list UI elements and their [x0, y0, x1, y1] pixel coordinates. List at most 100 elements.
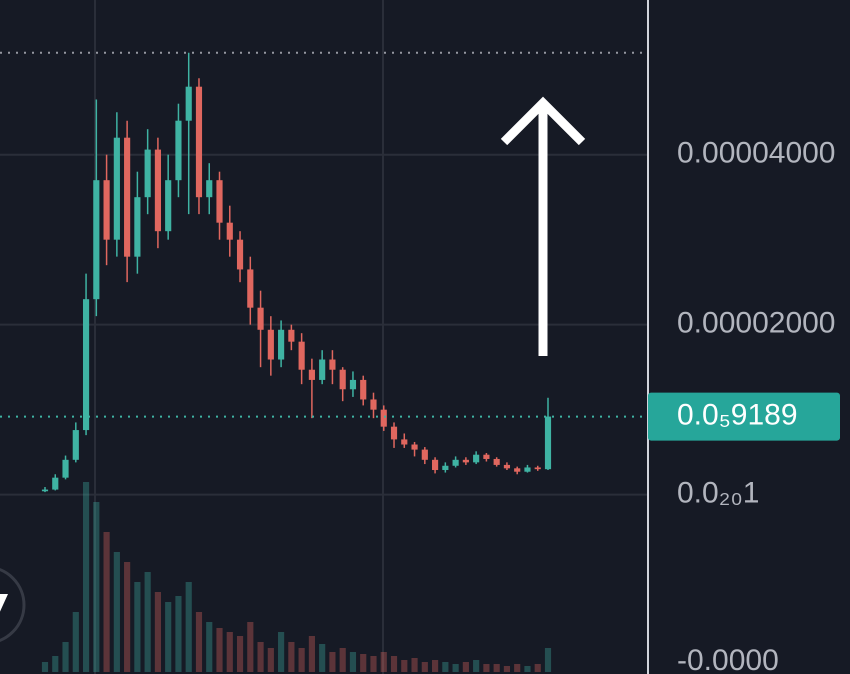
up-arrow [500, 96, 586, 356]
candle-body [175, 120, 182, 181]
candle-body [206, 180, 213, 198]
volume-bar [175, 596, 182, 672]
candle-body [503, 464, 511, 469]
volume-bar [134, 582, 141, 672]
candle-body [452, 459, 459, 466]
volume-bar [319, 644, 326, 672]
volume-bar [62, 642, 69, 672]
volume-bar [82, 482, 90, 672]
arrow-head [500, 96, 586, 146]
candle-body [411, 444, 418, 450]
volume-bar [52, 656, 59, 672]
candle-body [226, 222, 233, 240]
volume-bar [493, 664, 500, 672]
last-price-label: 0.0₅9189 [677, 398, 798, 431]
candle-body [544, 416, 552, 470]
candle-body [339, 369, 346, 390]
candle-body [524, 467, 531, 472]
volume-bar [308, 636, 315, 672]
volume-bar [236, 636, 244, 672]
candle-layer [41, 52, 552, 493]
candle-body [72, 430, 79, 460]
candle-body [41, 489, 49, 492]
candle-body [473, 454, 480, 463]
candle-body [103, 180, 110, 240]
candle-body [493, 458, 500, 465]
candle-body [124, 137, 131, 257]
candle-body [534, 467, 541, 470]
volume-bar [534, 664, 541, 672]
volume-bar [216, 628, 223, 672]
candle-body [216, 180, 223, 223]
volume-bar [298, 648, 305, 672]
candle-body [329, 359, 336, 370]
volume-bar [349, 652, 357, 672]
candle-body [442, 465, 449, 471]
candle-body [349, 379, 357, 390]
candle-body [514, 468, 521, 472]
volume-bar [278, 632, 285, 672]
candle-body [380, 409, 387, 427]
candle-body [185, 86, 192, 121]
candle-body [319, 359, 326, 380]
volume-bar [462, 662, 469, 672]
volume-bar [339, 648, 346, 672]
volume-bar [421, 662, 428, 672]
candle-body [154, 149, 161, 232]
volume-bar [442, 662, 449, 672]
volume-bar [103, 532, 110, 672]
y-tick-label: 0.0₂₀1 [677, 477, 760, 510]
volume-bar [524, 666, 531, 672]
last-price-box [648, 392, 840, 441]
candle-body [298, 341, 305, 370]
candle-body [401, 439, 408, 445]
candle-body [308, 369, 315, 380]
volume-bar [154, 592, 161, 672]
volume-bar [206, 622, 213, 672]
volume-bar [360, 654, 367, 672]
candle-body [267, 329, 274, 360]
candle-body [93, 180, 100, 300]
logo-circle[interactable] [0, 567, 26, 643]
y-tick-label: 0.00004000 [677, 137, 836, 170]
volume-bar [329, 652, 336, 672]
candle-body [247, 269, 254, 308]
volume-bar [247, 622, 254, 672]
volume-bar [267, 648, 274, 672]
volume-bar [288, 642, 295, 672]
candle-body [113, 137, 120, 240]
candle-body [483, 454, 490, 459]
volume-bar [124, 562, 131, 672]
candle-body [52, 477, 59, 490]
volume-bar [370, 656, 377, 672]
candle-body [236, 239, 244, 270]
candle-body [370, 399, 377, 410]
volume-bar [165, 602, 172, 672]
volume-layer [41, 482, 552, 672]
candle-body [165, 180, 172, 232]
candle-body [82, 299, 90, 431]
volume-bar [401, 660, 408, 672]
candle-body [432, 459, 439, 471]
logo-mark [0, 594, 8, 612]
candle-body [360, 379, 367, 400]
volume-bar [473, 660, 480, 672]
candle-body [144, 149, 151, 198]
volume-bar [41, 662, 49, 672]
logo-button[interactable] [0, 567, 26, 643]
volume-bar [185, 582, 192, 672]
volume-bar [544, 648, 552, 672]
y-tick-label: 0.00002000 [677, 307, 836, 340]
candle-body [195, 86, 203, 198]
candle-body [257, 307, 264, 330]
candle-body [421, 449, 428, 460]
volume-bar [380, 652, 387, 672]
candle-body [62, 459, 69, 478]
volume-bar [72, 612, 79, 672]
volume-bar [93, 502, 100, 672]
volume-bar [257, 642, 264, 672]
volume-bar [452, 664, 459, 672]
